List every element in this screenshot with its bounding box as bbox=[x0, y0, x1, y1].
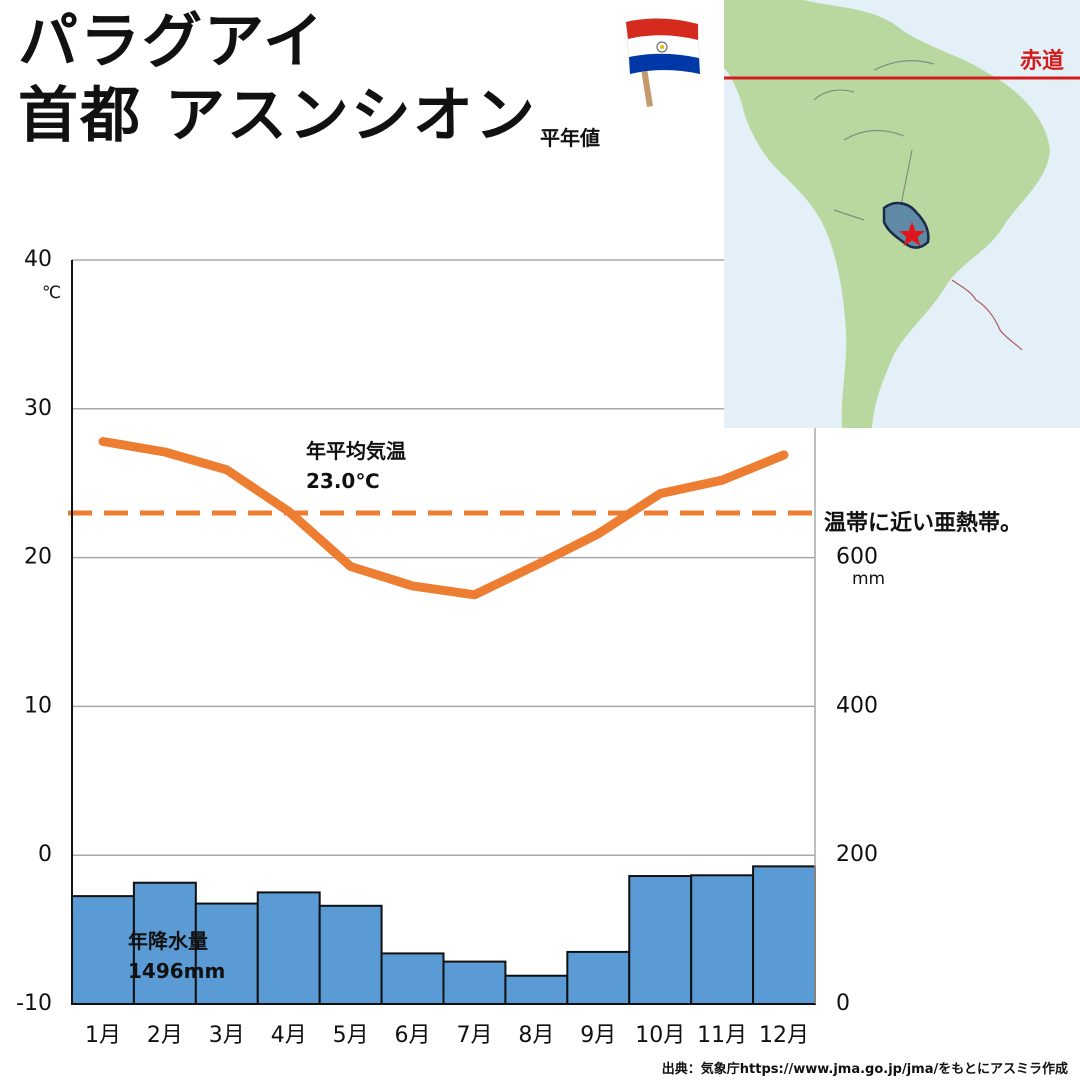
left-tick-label: 20 bbox=[24, 545, 52, 570]
precip-bar-4 bbox=[256, 891, 321, 1006]
paraguay-flag-icon bbox=[625, 18, 701, 107]
precip-bar-8 bbox=[504, 974, 569, 1006]
left-tick-label: 10 bbox=[24, 693, 52, 718]
left-axis-unit: ℃ bbox=[42, 283, 61, 303]
precip-bar-7 bbox=[442, 960, 507, 1005]
precip-bar-12 bbox=[752, 865, 816, 1005]
normal-values-label: 平年値 bbox=[540, 126, 600, 150]
climate-annotation: 温帯に近い亜熱帯。 bbox=[824, 510, 1022, 536]
precip-bar-6 bbox=[380, 952, 445, 1006]
right-tick-label: 600 bbox=[836, 545, 878, 570]
precip-bar-11 bbox=[690, 874, 755, 1006]
month-label: 9月 bbox=[580, 1023, 616, 1048]
country-borders bbox=[813, 60, 935, 221]
left-tick-label: 30 bbox=[24, 396, 52, 421]
month-label: 11月 bbox=[697, 1023, 747, 1048]
month-label: 7月 bbox=[456, 1023, 492, 1048]
month-label: 1月 bbox=[85, 1023, 121, 1048]
right-tick-label: 400 bbox=[836, 693, 878, 718]
temp-line bbox=[98, 437, 789, 600]
capital-star-icon bbox=[899, 222, 925, 246]
month-label: 10月 bbox=[635, 1023, 685, 1048]
falkland-outline bbox=[951, 279, 1023, 351]
right-tick-label: 0 bbox=[836, 991, 850, 1016]
temp-annotation-title: 年平均気温 bbox=[306, 439, 406, 463]
precip-bar-2 bbox=[132, 881, 197, 1006]
left-tick-label: 0 bbox=[38, 842, 52, 867]
month-label: 5月 bbox=[333, 1023, 369, 1048]
right-axis-unit: mm bbox=[852, 569, 885, 589]
precip-bar-9 bbox=[566, 950, 631, 1005]
month-label: 2月 bbox=[147, 1023, 183, 1048]
left-tick-label: -10 bbox=[16, 991, 52, 1016]
temp-annotation-value: 23.0℃ bbox=[306, 469, 380, 493]
page-title: パラグアイ bbox=[18, 7, 325, 77]
south-america-map: 赤道 bbox=[724, 0, 1080, 428]
month-label: 8月 bbox=[518, 1023, 554, 1048]
precip-bar-3 bbox=[194, 902, 259, 1005]
capital-title: 首都 アスンシオン bbox=[18, 81, 537, 151]
precip-bar-1 bbox=[71, 895, 135, 1005]
precip-annotation-value: 1496mm bbox=[128, 959, 225, 983]
month-label: 6月 bbox=[395, 1023, 431, 1048]
month-label: 3月 bbox=[209, 1023, 245, 1048]
source-citation: 出典：気象庁https://www.jma.go.jp/jma/をもとにアスミラ… bbox=[661, 1062, 1068, 1077]
right-tick-label: 200 bbox=[836, 842, 878, 867]
precip-bar-5 bbox=[318, 904, 383, 1005]
equator-label: 赤道 bbox=[1020, 48, 1064, 74]
month-label: 12月 bbox=[759, 1023, 809, 1048]
left-tick-label: 40 bbox=[24, 247, 52, 272]
month-label: 4月 bbox=[271, 1023, 307, 1048]
precip-annotation-title: 年降水量 bbox=[128, 929, 208, 953]
precip-bar-10 bbox=[628, 875, 693, 1005]
